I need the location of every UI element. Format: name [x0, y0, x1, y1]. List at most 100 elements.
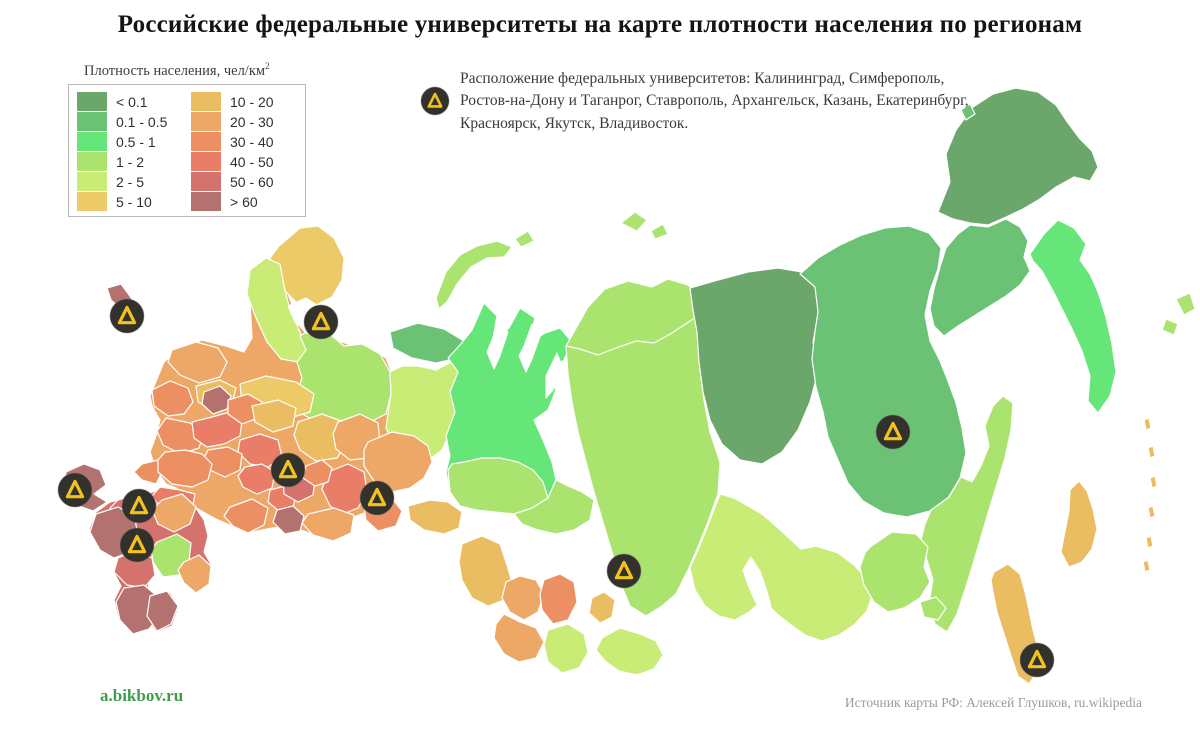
- region-saratov: [223, 498, 269, 534]
- legend-label: 5 - 10: [116, 193, 152, 210]
- legend-row: 0.5 - 1: [77, 132, 167, 151]
- region-kuril-4: [1147, 505, 1156, 519]
- marker-circle: [303, 304, 339, 340]
- university-marker-6: Ростов-на-Дону и Таганрог: [121, 488, 157, 524]
- legend-swatch: [191, 192, 221, 211]
- region-magadan: [929, 218, 1031, 337]
- university-marker-2: Архангельск: [303, 304, 339, 340]
- legend-swatch: [77, 172, 107, 191]
- region-jewish-ao: [919, 596, 947, 621]
- legend-label: 2 - 5: [116, 173, 145, 190]
- legend-row: 50 - 60: [191, 172, 274, 191]
- site-link[interactable]: a.bikbov.ru: [100, 686, 184, 705]
- region-khakassia: [588, 591, 616, 624]
- marker-triangle-icon: [427, 92, 443, 108]
- legend-row: < 0.1: [77, 92, 167, 111]
- legend-title: Плотность населения, чел/км2: [84, 61, 270, 80]
- water-lake-baikal: [742, 556, 772, 618]
- region-altai-republic: [543, 623, 589, 674]
- legend-row: 5 - 10: [77, 192, 167, 211]
- universities-annotation: Расположение федеральных университетов: …: [420, 68, 980, 135]
- legend-row: 30 - 40: [191, 132, 274, 151]
- marker-circle: [109, 298, 145, 334]
- legend-label: < 0.1: [116, 93, 148, 110]
- water-ob-bay: [486, 318, 509, 370]
- region-astrakhan: [177, 554, 212, 594]
- region-evenkia: [689, 267, 820, 465]
- marker-circle: [420, 86, 450, 116]
- university-marker-glyph: [420, 86, 450, 116]
- legend-column-red: 10 - 20 20 - 30 30 - 40 40 - 50 50 - 60 > 60: [191, 92, 274, 212]
- legend-row: 2 - 5: [77, 172, 167, 191]
- university-marker-4: Екатеринбург: [359, 480, 395, 516]
- marker-triangle-icon: [278, 459, 298, 479]
- water-ob-gulf: [545, 352, 564, 399]
- density-legend: < 0.1 0.1 - 0.5 0.5 - 1 1 - 2 2 - 5 5 - 10 10…: [68, 84, 306, 217]
- marker-triangle-icon: [614, 560, 634, 580]
- region-novaya-zemlya: [435, 240, 513, 310]
- legend-row: 0.1 - 0.5: [77, 112, 167, 131]
- legend-row: 40 - 50: [191, 152, 274, 171]
- region-penza: [237, 463, 276, 495]
- water-taz-bay: [518, 323, 541, 373]
- legend-row: 20 - 30: [191, 112, 274, 131]
- marker-triangle-icon: [1027, 649, 1047, 669]
- region-severnaya-zemlya-2: [650, 223, 669, 240]
- region-kuril-5: [1145, 535, 1154, 549]
- legend-swatch: [191, 112, 221, 131]
- region-sakhalin: [1060, 480, 1098, 568]
- legend-swatch: [77, 132, 107, 151]
- marker-circle: [121, 488, 157, 524]
- legend-label: 30 - 40: [230, 133, 274, 150]
- legend-swatch: [191, 132, 221, 151]
- region-moscow-oblast: [191, 411, 243, 448]
- legend-swatch: [77, 152, 107, 171]
- region-khabarovsk: [920, 395, 1014, 633]
- legend-label: 20 - 30: [230, 113, 274, 130]
- region-orenburg: [301, 507, 355, 542]
- legend-swatch: [77, 192, 107, 211]
- region-kuril-1: [1143, 417, 1152, 431]
- marker-triangle-icon: [883, 421, 903, 441]
- legend-row: 10 - 20: [191, 92, 274, 111]
- region-okhotsk-island: [960, 103, 976, 121]
- region-kamchatka: [1029, 219, 1117, 414]
- marker-triangle-icon: [367, 487, 387, 507]
- legend-title-text: Плотность населения, чел/км: [84, 62, 266, 79]
- legend-label: 0.1 - 0.5: [116, 113, 168, 130]
- region-kuril-3: [1149, 475, 1158, 489]
- legend-title-superscript: 2: [265, 61, 270, 71]
- region-severnaya-zemlya: [620, 211, 648, 232]
- region-arkhangelsk: [295, 325, 392, 429]
- marker-circle: [606, 553, 642, 589]
- region-east-siberia-south: [689, 493, 874, 642]
- legend-swatch: [77, 112, 107, 131]
- region-sverdlovsk: [363, 431, 433, 493]
- map-source-credit: Источник карты РФ: Алексей Глушков, ru.w…: [844, 695, 1142, 710]
- region-amur: [859, 531, 931, 613]
- region-kirov: [293, 413, 348, 462]
- legend-row: 1 - 2: [77, 152, 167, 171]
- region-chernozem: [157, 449, 213, 488]
- legend-swatch: [191, 92, 221, 111]
- marker-triangle-icon: [311, 311, 331, 331]
- legend-row: > 60: [191, 192, 274, 211]
- region-novaya-zemlya-north: [514, 230, 535, 248]
- region-kuril-6: [1142, 559, 1151, 573]
- university-marker-7: Ставрополь: [119, 527, 155, 563]
- region-leningrad: [167, 341, 228, 384]
- region-yakutia: [799, 225, 967, 518]
- university-marker-icon: [420, 86, 450, 116]
- university-marker-1: Калининград: [109, 298, 145, 334]
- legend-label: > 60: [230, 193, 258, 210]
- region-tyumen-south: [447, 457, 549, 515]
- region-chukotka-wrap-2: [1161, 318, 1179, 336]
- region-kurgan: [407, 499, 463, 535]
- marker-circle: [1019, 642, 1055, 678]
- region-tyva: [595, 627, 664, 676]
- region-dagestan: [146, 590, 179, 632]
- university-marker-5: Симферополь: [57, 472, 93, 508]
- region-novosibirsk: [501, 575, 545, 621]
